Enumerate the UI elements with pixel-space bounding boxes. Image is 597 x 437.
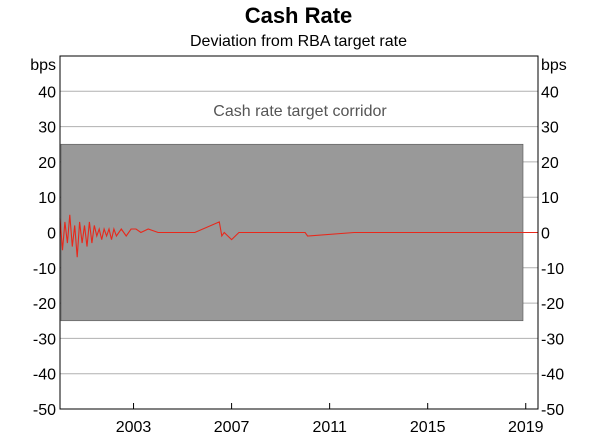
y-tick-label-left: 30 — [38, 120, 56, 137]
x-tick-label: 2003 — [116, 419, 152, 436]
cash-rate-deviation-line — [59, 214, 538, 258]
y-tick-label-left: -20 — [33, 296, 56, 313]
y-tick-label-right: 0 — [541, 226, 550, 243]
y-tick-label-right: -20 — [541, 296, 564, 313]
unit-label-right: bps — [541, 57, 567, 74]
plot-frame — [59, 55, 539, 410]
y-tick-label-left: 40 — [38, 84, 56, 101]
y-tick-label-right: -10 — [541, 261, 564, 278]
y-tick-label-left: -30 — [33, 331, 56, 348]
y-tick-label-right: 30 — [541, 120, 559, 137]
y-tick-label-left: -10 — [33, 261, 56, 278]
unit-label-left: bps — [30, 57, 56, 74]
x-tick-label: 2007 — [214, 419, 250, 436]
x-tick-label: 2019 — [508, 419, 544, 436]
chart-subtitle: Deviation from RBA target rate — [190, 33, 407, 50]
x-tick-label: 2011 — [312, 419, 347, 436]
y-tick-label-right: -30 — [541, 331, 564, 348]
y-tick-label-right: -40 — [541, 367, 564, 384]
band-label: Cash rate target corridor — [213, 103, 387, 120]
y-tick-label-right: 40 — [541, 84, 559, 101]
y-tick-label-right: 10 — [541, 190, 559, 207]
y-tick-label-left: -40 — [33, 367, 56, 384]
y-tick-label-left: 0 — [47, 226, 56, 243]
y-tick-label-right: -50 — [541, 402, 564, 419]
y-tick-label-left: -50 — [33, 402, 56, 419]
y-tick-label-left: 10 — [38, 190, 56, 207]
y-tick-label-right: 20 — [541, 155, 559, 172]
y-tick-label-left: 20 — [38, 155, 56, 172]
x-tick-label: 2015 — [410, 419, 446, 436]
chart-title: Cash Rate — [244, 3, 353, 28]
